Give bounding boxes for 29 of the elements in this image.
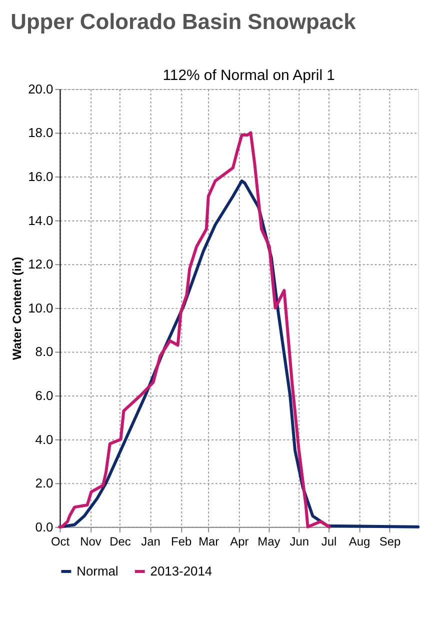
x-tick-label: May <box>258 534 280 548</box>
y-tick-label: 18.0 <box>28 125 54 140</box>
x-tick-label: Aug <box>348 534 370 548</box>
x-tick-label: Nov <box>80 534 102 548</box>
x-tick-label: Oct <box>50 534 70 548</box>
y-tick-label: 16.0 <box>28 169 54 184</box>
y-tick-label: 14.0 <box>28 212 54 228</box>
y-tick-label: 4.0 <box>35 432 54 447</box>
y-tick-label: 2.0 <box>35 476 54 491</box>
line-series <box>58 131 331 528</box>
legend-label: 2013-2014 <box>150 563 212 578</box>
y-tick-label: 0.0 <box>35 519 54 534</box>
x-tick-label: Sep <box>379 534 401 548</box>
x-tick-label: Dec <box>110 534 131 548</box>
y-axis-title: Water Content (in) <box>10 256 24 360</box>
y-tick-label: 6.0 <box>35 388 54 404</box>
y-tick-label: 8.0 <box>35 344 54 360</box>
text: 112% of Normal on April 1 <box>162 67 335 84</box>
y-tick-label: 10.0 <box>28 300 54 316</box>
y-tick-label: 12.0 <box>28 256 54 272</box>
y-tick-label: 20.0 <box>28 81 54 96</box>
chart-title: Upper Colorado Basin Snowpack <box>10 9 357 34</box>
x-tick-label: Mar <box>198 534 220 548</box>
x-tick-label: Jun <box>290 534 310 548</box>
x-tick-label: Feb <box>171 534 192 548</box>
x-tick-label: Jul <box>321 534 337 548</box>
x-tick-label: Apr <box>230 534 249 548</box>
x-tick-label: Jan <box>141 534 160 548</box>
legend-label: Normal <box>76 563 118 578</box>
